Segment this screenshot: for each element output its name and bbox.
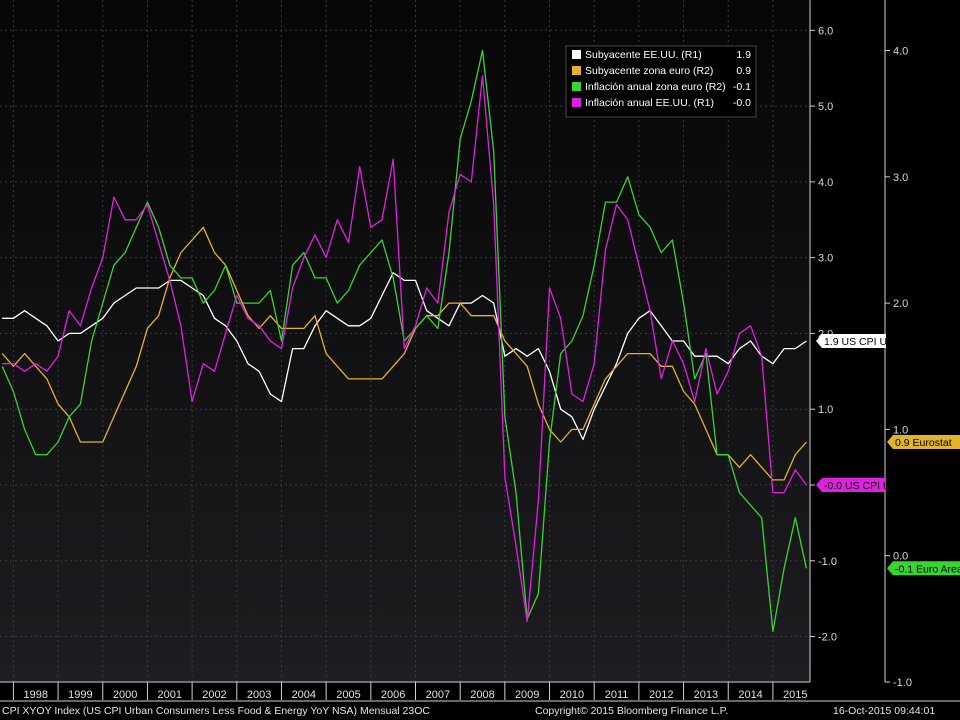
x-tick-label: 2009 (515, 689, 539, 701)
legend-swatch (572, 98, 581, 107)
x-tick-label: 2001 (158, 689, 182, 701)
r2-tick-label: 3.0 (893, 172, 908, 184)
x-tick-label: 2015 (783, 689, 807, 701)
legend-label: Subyacente zona euro (R2) (585, 65, 713, 77)
series-line (2, 75, 807, 623)
last-value-tag (887, 435, 960, 449)
legend-label: Subyacente EE.UU. (R1) (585, 49, 702, 61)
r2-tick-label: 2.0 (893, 298, 908, 310)
x-tick-label: 2004 (292, 689, 316, 701)
last-value-tag (887, 561, 960, 576)
legend-value: 0.9 (736, 65, 751, 77)
r1-tick-label: 3.0 (818, 253, 833, 265)
axes: -2.0-1.00.01.02.03.04.05.06.0-1.00.01.02… (0, 0, 960, 702)
x-tick-label: 2011 (605, 689, 629, 701)
x-tick-label: 2008 (470, 689, 494, 701)
legend-value: -0.1 (733, 81, 751, 93)
x-tick-label: 2003 (247, 689, 271, 701)
legend-value: -0.0 (733, 97, 751, 109)
legend-label: Inflación anual EE.UU. (R1) (585, 97, 714, 109)
legend-value: 1.9 (736, 49, 751, 61)
x-tick-label: 2014 (738, 689, 762, 701)
r1-tick-label: -1.0 (818, 556, 837, 568)
x-tick-label: 2005 (336, 689, 360, 701)
x-tick-label: 2002 (202, 689, 226, 701)
last-value-tag-label: -0.1 Euro Area (895, 563, 960, 575)
x-tick-label: 2012 (649, 689, 673, 701)
x-tick-label: 2007 (426, 689, 450, 701)
r1-tick-label: 5.0 (818, 101, 833, 113)
footer-security-description: CPI XYOY Index (US CPI Urban Consumers L… (2, 705, 430, 717)
legend-label: Inflación anual zona euro (R2) (585, 81, 726, 93)
legend-box (565, 45, 757, 118)
x-tick-label: 2013 (694, 689, 718, 701)
last-value-tags: 1.9 US CPI Ur 0.9 Eurostat -0.1 Euro Area -… (816, 334, 960, 575)
last-value-tag (816, 334, 886, 348)
r1-tick-label: 4.0 (818, 177, 833, 189)
r2-tick-label: 1.0 (893, 424, 908, 436)
legend-swatch (572, 82, 581, 91)
series-layer (1, 49, 808, 633)
r1-tick-label: -2.0 (818, 632, 837, 644)
legend-swatch (572, 50, 581, 59)
last-value-tag (816, 478, 886, 492)
last-value-tag-label: 1.9 US CPI Ur (824, 336, 891, 348)
x-tick-label: 1998 (23, 689, 47, 701)
last-value-tag-label: -0.0 US CPI Ur (824, 480, 895, 492)
r2-tick-label: 4.0 (893, 46, 908, 58)
x-tick-label: 2000 (113, 689, 137, 701)
series-line (1, 226, 807, 481)
r1-tick-label: 1.0 (818, 404, 833, 416)
footer-copyright: Copyright© 2015 Bloomberg Finance L.P. (535, 705, 729, 717)
r2-tick-label: -1.0 (893, 677, 912, 689)
x-tick-label: 2006 (381, 689, 405, 701)
x-tick-label: 2010 (560, 689, 584, 701)
legend: Subyacente EE.UU. (R1) 1.9 Subyacente zona… (565, 45, 757, 118)
r1-tick-label: 6.0 (818, 25, 833, 37)
x-tick-label: 1999 (68, 689, 92, 701)
footer-timestamp: 16-Oct-2015 09:44:01 (833, 705, 936, 717)
last-value-tag-label: 0.9 Eurostat (895, 437, 952, 449)
r2-tick-label: 0.0 (893, 551, 908, 563)
legend-swatch (572, 66, 581, 75)
